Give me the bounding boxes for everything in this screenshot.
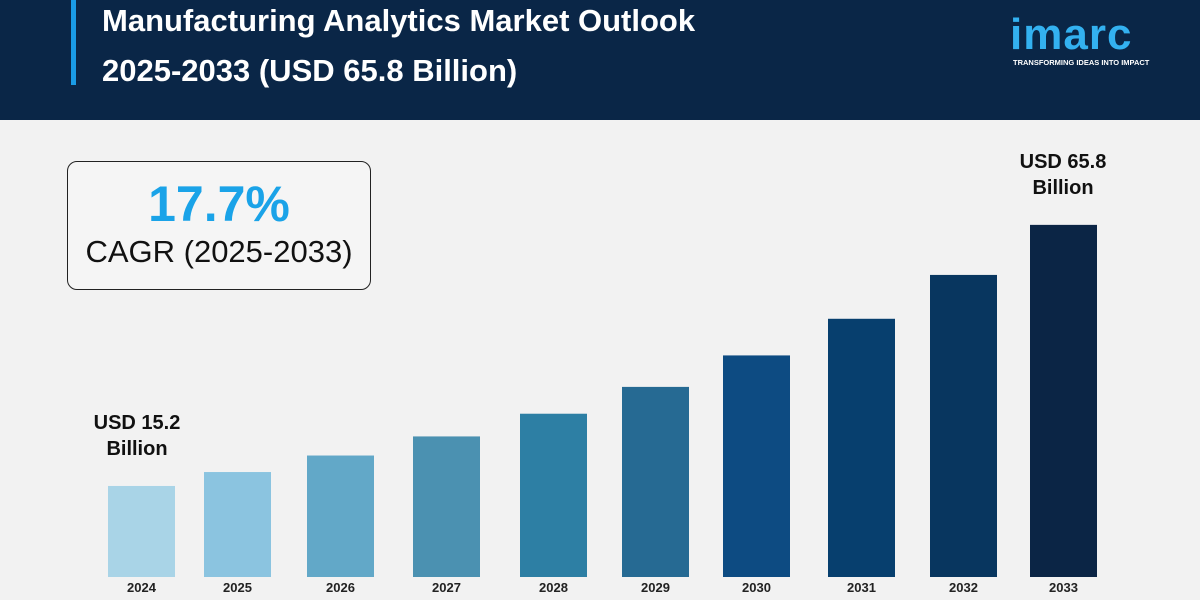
bar-2024 [108, 485, 175, 577]
x-tick-label: 2024 [127, 580, 157, 595]
bar-2025 [204, 472, 271, 577]
start-value-label: USD 15.2 Billion [93, 412, 181, 460]
imarc-logo: imarc TRANSFORMING IDEAS INTO IMPACT [1010, 2, 1165, 70]
accent-bar [71, 0, 76, 85]
title-line-2: 2025-2033 (USD 65.8 Billion) [102, 53, 518, 88]
x-tick-label: 2030 [742, 580, 771, 595]
x-tick-label: 2033 [1049, 580, 1078, 595]
bar-2027 [413, 436, 480, 577]
logo-word: imarc [1010, 10, 1133, 59]
cagr-label: CAGR (2025-2033) [85, 234, 353, 269]
bar-2026 [307, 455, 374, 577]
x-tick-label: 2032 [949, 580, 978, 595]
bar-2031 [828, 318, 895, 577]
header-banner: Manufacturing Analytics Market Outlook 2… [0, 0, 1200, 120]
x-tick-label: 2028 [539, 580, 568, 595]
bar-2029 [622, 386, 689, 577]
cagr-box: 17.7% CAGR (2025-2033) [67, 161, 371, 290]
bar-2033 [1030, 224, 1097, 577]
cagr-value: 17.7% [148, 176, 290, 232]
logo-tagline: TRANSFORMING IDEAS INTO IMPACT [1013, 58, 1150, 67]
bar-2030 [723, 355, 790, 577]
x-tick-label: 2031 [847, 580, 876, 595]
x-tick-label: 2026 [326, 580, 355, 595]
bar-2032 [930, 274, 997, 577]
x-tick-label: 2025 [223, 580, 252, 595]
title-line-1: Manufacturing Analytics Market Outlook [102, 3, 696, 38]
bar-2028 [520, 413, 587, 577]
end-value-label: USD 65.8 Billion [1019, 151, 1107, 199]
page-title: Manufacturing Analytics Market Outlook 2… [102, 0, 695, 96]
x-tick-label: 2029 [641, 580, 670, 595]
x-tick-label: 2027 [432, 580, 461, 595]
